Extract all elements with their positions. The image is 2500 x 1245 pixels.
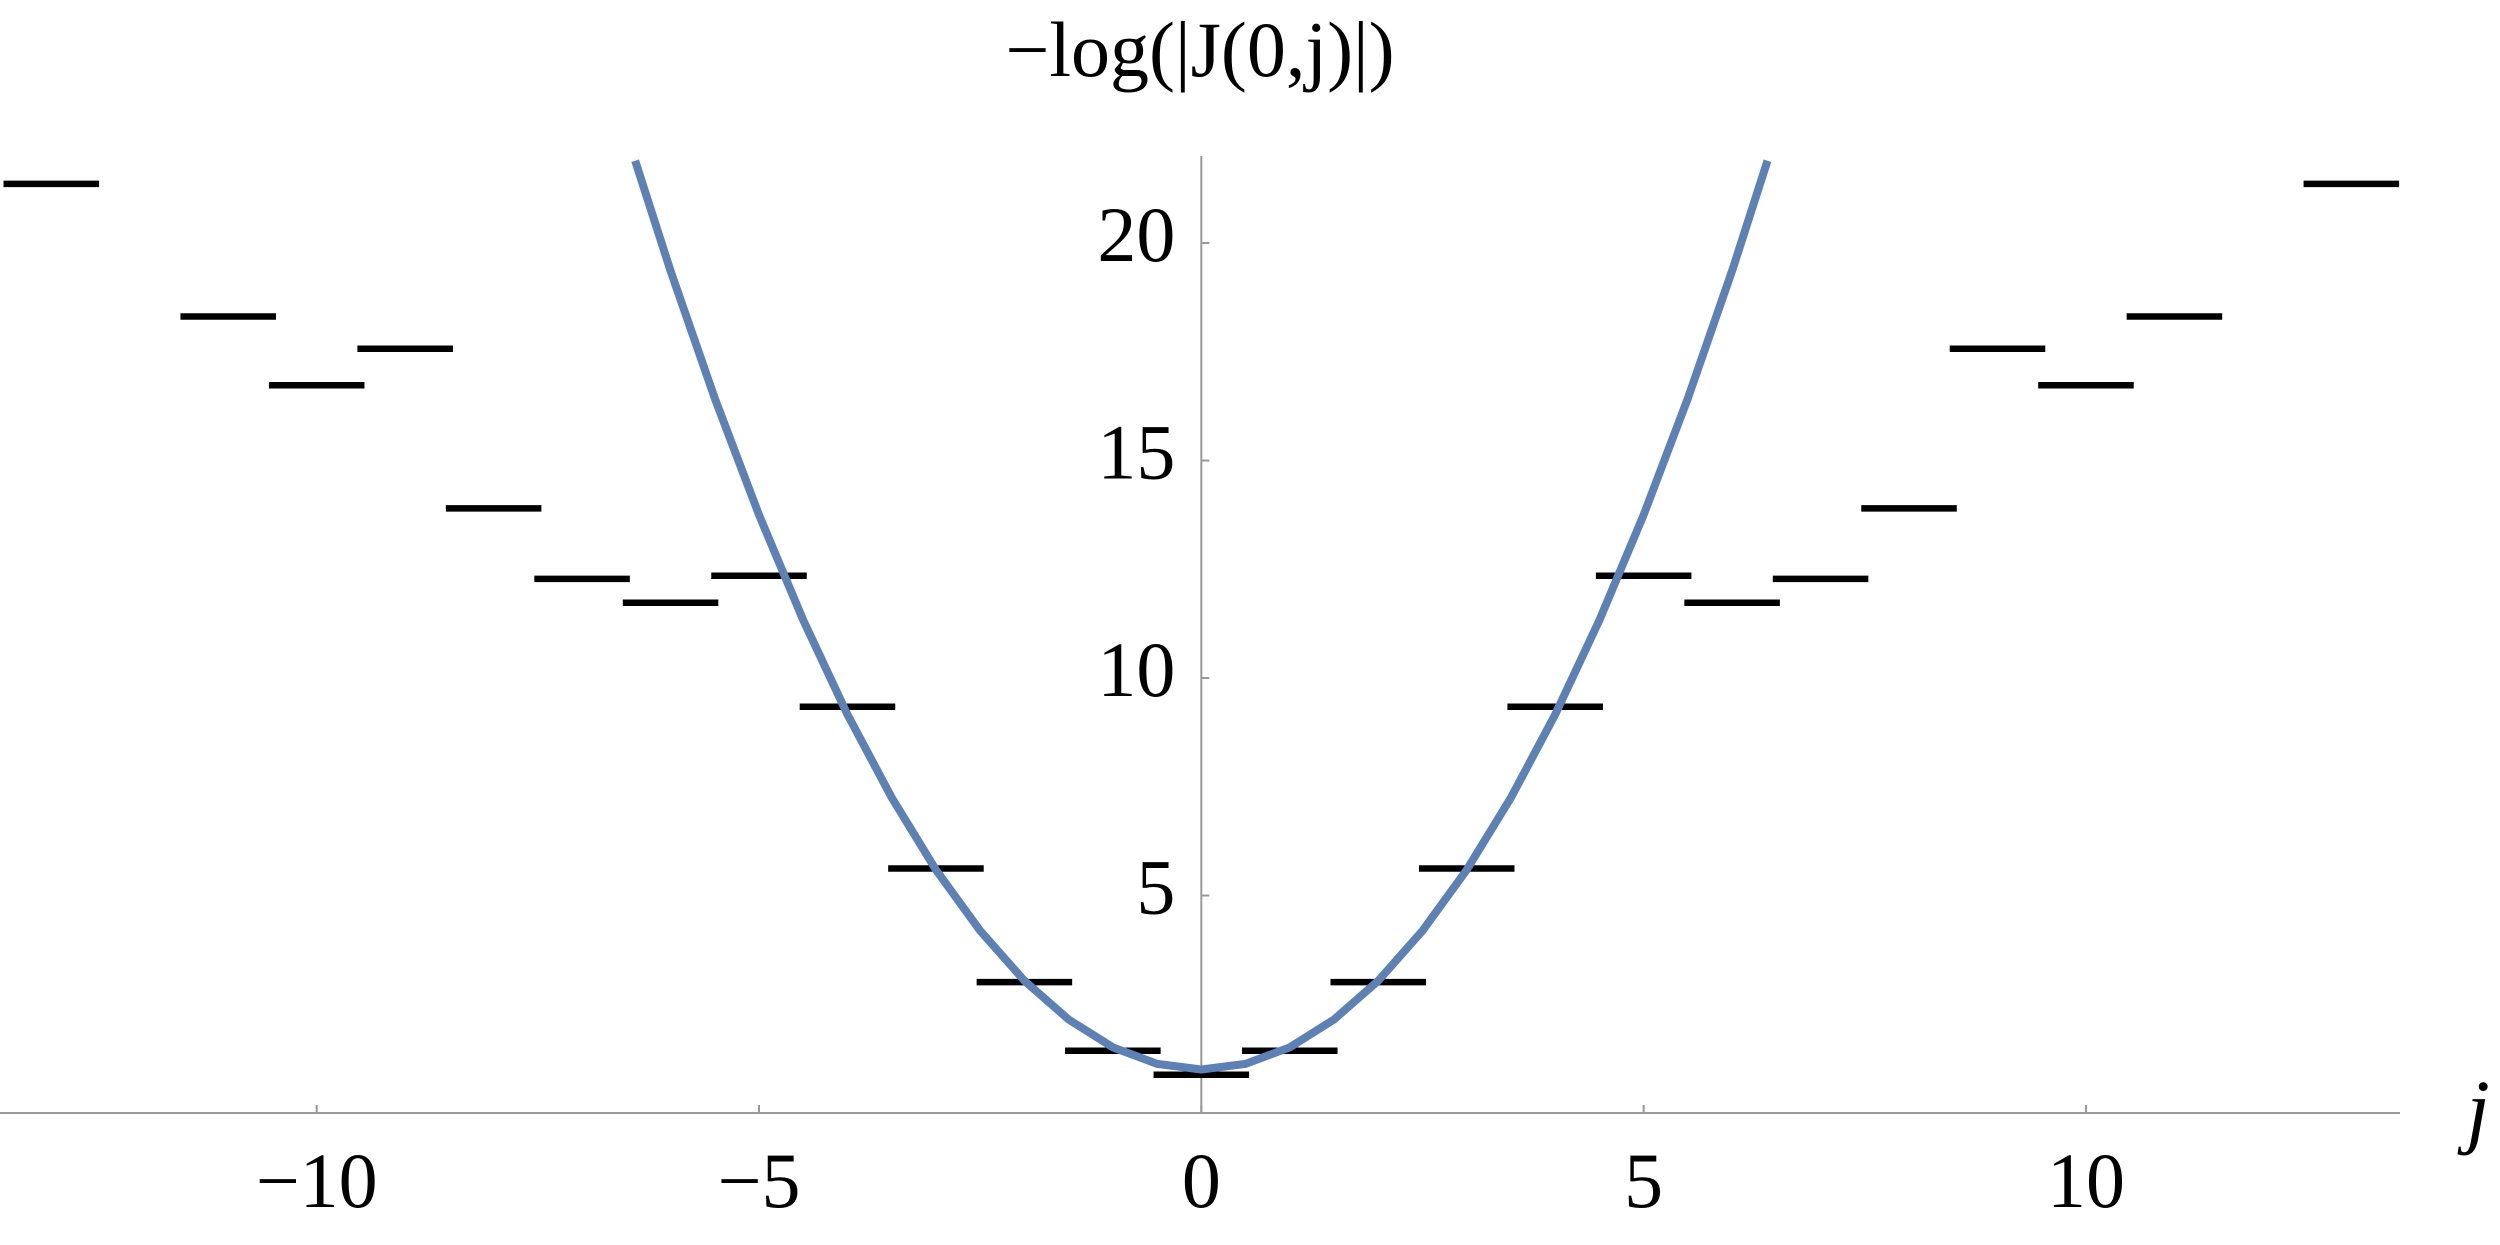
x-tick-label: 0 xyxy=(1182,1137,1221,1224)
x-tick-label: 5 xyxy=(1624,1137,1663,1224)
x-tick-label: 10 xyxy=(2047,1137,2125,1224)
chart-title: −log(|J(0,j)|) xyxy=(1005,6,1394,93)
y-tick-label: 5 xyxy=(1136,843,1175,930)
x-tick-label: −5 xyxy=(718,1137,801,1224)
y-tick-label: 20 xyxy=(1097,191,1175,278)
x-axis-label: j xyxy=(2457,1063,2489,1156)
y-tick-label: 15 xyxy=(1097,408,1175,495)
y-tick-label: 10 xyxy=(1097,626,1175,713)
x-tick-label: −10 xyxy=(256,1137,378,1224)
curve xyxy=(631,159,1772,1074)
